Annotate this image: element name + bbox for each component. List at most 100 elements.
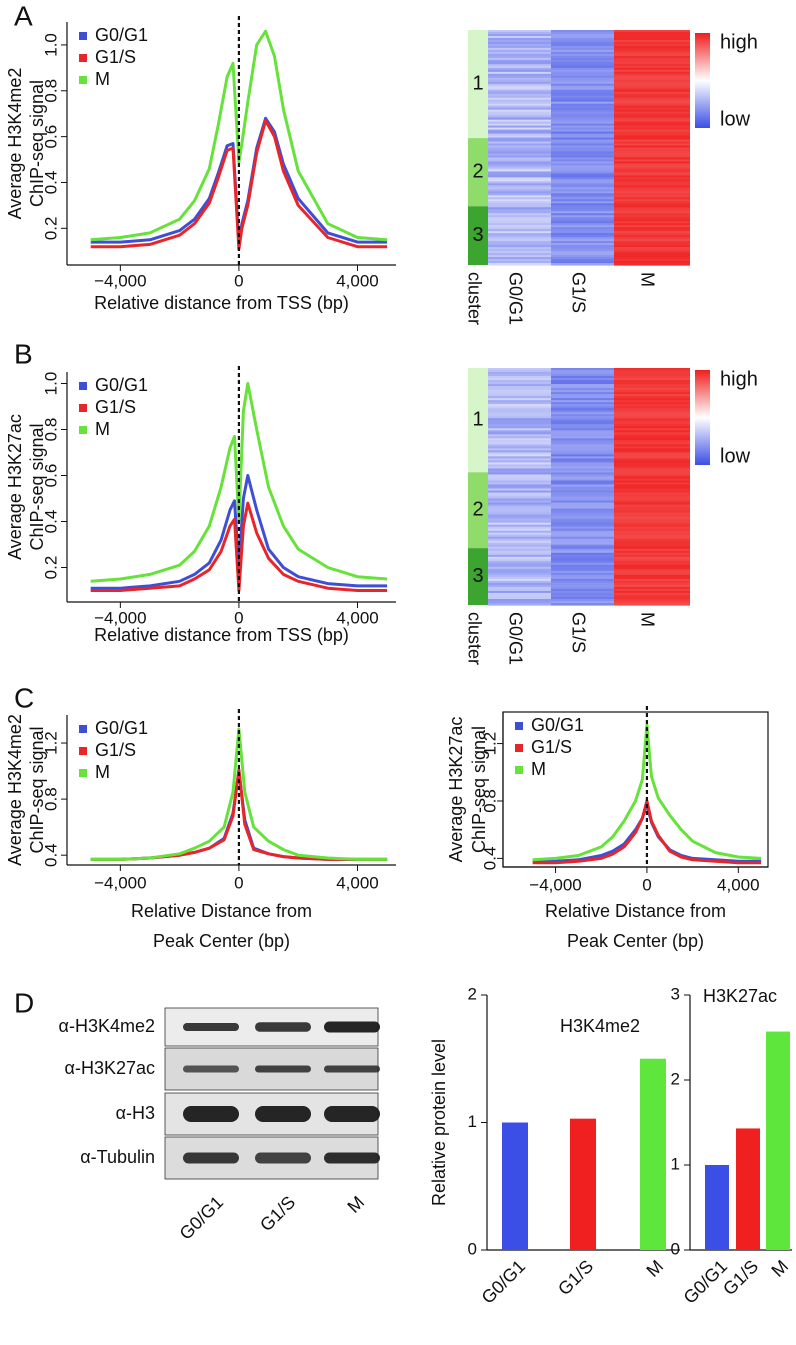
heatmap-stripe bbox=[551, 137, 614, 141]
legend-low: low bbox=[720, 108, 751, 130]
heatmap-stripe bbox=[614, 422, 690, 425]
heatmap-stripe bbox=[614, 43, 690, 47]
heatmap-stripe bbox=[488, 424, 551, 427]
heatmap-stripe bbox=[551, 207, 614, 210]
heatmap-stripe bbox=[614, 181, 690, 184]
heatmap-stripe bbox=[551, 378, 614, 381]
y-tick-label: 0.4 bbox=[41, 510, 60, 534]
y-tick-label: 0.6 bbox=[41, 464, 60, 488]
heatmap-stripe bbox=[551, 542, 614, 546]
heatmap-stripe bbox=[614, 207, 690, 210]
blot-row-label: α-H3K4me2 bbox=[59, 1016, 155, 1036]
x-tick-label: 4,000 bbox=[336, 608, 379, 627]
heatmap-stripe bbox=[551, 133, 614, 137]
heatmap-stripe bbox=[614, 79, 690, 83]
heatmap-stripe bbox=[614, 191, 690, 194]
heatmap-stripe bbox=[488, 119, 551, 123]
heatmap-stripe bbox=[614, 167, 690, 171]
heatmap-stripe bbox=[488, 73, 551, 77]
heatmap-stripe bbox=[488, 442, 551, 445]
heatmap-stripe bbox=[551, 95, 614, 99]
heatmap-stripe bbox=[551, 394, 614, 397]
cluster-band bbox=[468, 548, 488, 605]
heatmap-stripe bbox=[488, 536, 551, 540]
heatmap-stripe bbox=[551, 488, 614, 492]
heatmap-stripe bbox=[488, 512, 551, 516]
heatmap-stripe bbox=[488, 500, 551, 504]
x-tick-label: 4,000 bbox=[336, 271, 379, 290]
heatmap-stripe bbox=[551, 33, 614, 37]
heatmap-stripe bbox=[551, 432, 614, 435]
heatmap-stripe bbox=[488, 472, 551, 476]
heatmap-stripe bbox=[614, 199, 690, 202]
heatmap-stripe bbox=[551, 113, 614, 117]
heatmap-stripe bbox=[551, 211, 614, 214]
heatmap-stripe bbox=[551, 105, 614, 109]
heatmap-stripe bbox=[551, 131, 614, 135]
legend-swatch bbox=[515, 722, 523, 730]
heatmap-stripe bbox=[614, 115, 690, 119]
heatmap-stripe bbox=[551, 452, 614, 455]
heatmap-stripe bbox=[614, 378, 690, 381]
heatmap-stripe bbox=[488, 402, 551, 405]
heatmap-stripe bbox=[614, 566, 690, 570]
heatmap-stripe bbox=[614, 229, 690, 232]
heatmap-stripe bbox=[551, 145, 614, 149]
heatmap-stripe bbox=[551, 590, 614, 594]
legend-label: M bbox=[95, 762, 110, 782]
heatmap-stripe bbox=[551, 45, 614, 49]
heatmap-stripe bbox=[551, 165, 614, 169]
heatmap-stripe bbox=[551, 388, 614, 391]
heatmap-stripe bbox=[551, 490, 614, 494]
column-label: G1/S bbox=[568, 272, 588, 313]
heatmap-stripe bbox=[488, 592, 551, 596]
heatmap-stripe bbox=[551, 410, 614, 413]
heatmap-stripe bbox=[614, 67, 690, 71]
color-legend bbox=[695, 370, 710, 465]
heatmap-stripe bbox=[614, 416, 690, 419]
heatmap-stripe bbox=[614, 123, 690, 127]
x-axis-label: Peak Center (bp) bbox=[567, 931, 704, 951]
heatmap-stripe bbox=[551, 167, 614, 171]
panel-label: B bbox=[14, 338, 33, 369]
heatmap-stripe bbox=[488, 91, 551, 95]
heatmap-stripe bbox=[488, 440, 551, 443]
heatmap-stripe bbox=[488, 476, 551, 480]
heatmap-stripe bbox=[551, 382, 614, 385]
heatmap-stripe bbox=[488, 600, 551, 604]
heatmap-stripe bbox=[614, 446, 690, 449]
heatmap-stripe bbox=[614, 582, 690, 586]
heatmap-stripe bbox=[488, 448, 551, 451]
heatmap-stripe bbox=[551, 470, 614, 474]
heatmap-stripe bbox=[488, 75, 551, 79]
heatmap-stripe bbox=[488, 81, 551, 85]
heatmap-stripe bbox=[614, 87, 690, 91]
heatmap-stripe bbox=[551, 157, 614, 161]
heatmap-stripe bbox=[614, 514, 690, 518]
x-tick-label: G1/S bbox=[719, 1256, 762, 1299]
heatmap-stripe bbox=[551, 93, 614, 97]
blot-band bbox=[324, 1106, 380, 1122]
heatmap-stripe bbox=[488, 418, 551, 421]
heatmap-stripe bbox=[488, 508, 551, 512]
heatmap-stripe bbox=[551, 566, 614, 570]
heatmap-stripe bbox=[551, 139, 614, 143]
heatmap-stripe bbox=[488, 406, 551, 409]
heatmap-stripe bbox=[614, 564, 690, 568]
heatmap-stripe bbox=[551, 177, 614, 180]
heatmap-stripe bbox=[488, 205, 551, 208]
heatmap-stripe bbox=[488, 169, 551, 172]
heatmap-stripe bbox=[551, 586, 614, 590]
heatmap-stripe bbox=[614, 526, 690, 530]
heatmap-stripe bbox=[614, 235, 690, 238]
heatmap-stripe bbox=[488, 458, 551, 461]
heatmap-stripe bbox=[614, 205, 690, 208]
heatmap-stripe bbox=[614, 428, 690, 431]
heatmap-stripe bbox=[551, 494, 614, 498]
heatmap-stripe bbox=[614, 125, 690, 129]
heatmap-stripe bbox=[614, 175, 690, 178]
heatmap-stripe bbox=[488, 121, 551, 125]
heatmap-stripe bbox=[551, 386, 614, 389]
heatmap-stripe bbox=[551, 584, 614, 588]
heatmap-stripe bbox=[614, 412, 690, 415]
